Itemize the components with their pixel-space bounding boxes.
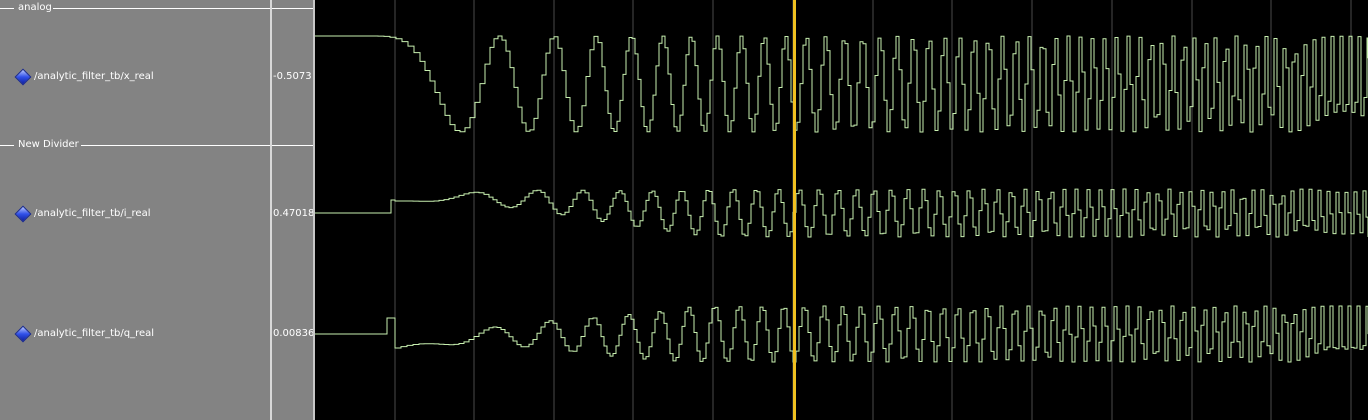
signal-row-x-real[interactable]: /analytic_filter_tb/x_real (0, 68, 270, 86)
analog-signal-diamond-icon (14, 68, 32, 86)
divider-line (81, 145, 313, 146)
signal-value-q-real: 0.00836 (273, 328, 313, 339)
analog-signal-diamond-icon (14, 205, 32, 223)
waveform-q-real[interactable] (315, 305, 1368, 363)
pane-splitter[interactable] (313, 0, 315, 420)
signal-value-x-real: -0.5073 (273, 71, 312, 82)
signal-name: /analytic_filter_tb/x_real (34, 71, 154, 82)
waveform-area[interactable] (315, 0, 1368, 420)
group-divider-analog[interactable]: analog (0, 1, 313, 15)
signal-row-q-real[interactable]: /analytic_filter_tb/q_real (0, 325, 270, 343)
waveform-canvas[interactable] (315, 0, 1368, 420)
divider-line (53, 8, 313, 9)
pane-splitter[interactable] (270, 0, 272, 420)
time-cursor[interactable] (793, 0, 796, 420)
signal-value-i-real: 0.47018 (273, 208, 313, 219)
signal-values-pane: -0.5073 0.47018 0.00836 (272, 0, 313, 420)
signal-name: /analytic_filter_tb/i_real (34, 208, 151, 219)
signal-row-i-real[interactable]: /analytic_filter_tb/i_real (0, 205, 270, 223)
waveform-i-real[interactable] (315, 188, 1368, 238)
divider-line (0, 8, 14, 9)
group-divider-new-divider[interactable]: New Divider (0, 138, 313, 152)
signal-names-pane: analog /analytic_filter_tb/x_real New Di… (0, 0, 313, 420)
signal-name: /analytic_filter_tb/q_real (34, 328, 155, 339)
divider-line (272, 145, 313, 146)
group-label: New Divider (18, 139, 79, 150)
divider-line (0, 145, 14, 146)
divider-line (272, 8, 313, 9)
group-label: analog (18, 2, 52, 13)
waveform-x-real[interactable] (315, 35, 1368, 133)
analog-signal-diamond-icon (14, 325, 32, 343)
